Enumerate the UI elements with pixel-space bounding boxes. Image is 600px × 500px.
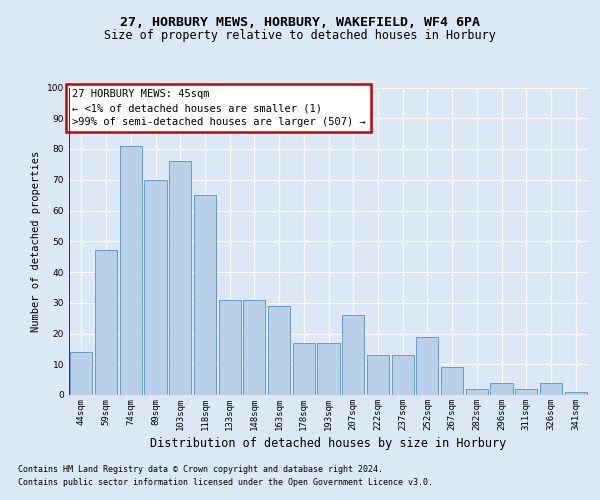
Bar [268, 306, 290, 395]
Text: 27, HORBURY MEWS, HORBURY, WAKEFIELD, WF4 6PA: 27, HORBURY MEWS, HORBURY, WAKEFIELD, WF… [120, 16, 480, 29]
Text: 27 HORBURY MEWS: 45sqm
← <1% of detached houses are smaller (1)
>99% of semi-det: 27 HORBURY MEWS: 45sqm ← <1% of detached… [71, 89, 365, 127]
Bar [70, 352, 92, 395]
Bar [466, 389, 488, 395]
Bar [119, 146, 142, 395]
Bar [243, 300, 265, 395]
Bar [565, 392, 587, 395]
Bar [416, 336, 439, 395]
Y-axis label: Number of detached properties: Number of detached properties [31, 150, 41, 332]
Bar [490, 382, 512, 395]
Bar [145, 180, 167, 395]
Bar [367, 355, 389, 395]
Bar [293, 342, 315, 395]
Bar [317, 342, 340, 395]
Bar [194, 195, 216, 395]
Bar [392, 355, 414, 395]
Text: Size of property relative to detached houses in Horbury: Size of property relative to detached ho… [104, 28, 496, 42]
Text: Contains HM Land Registry data © Crown copyright and database right 2024.: Contains HM Land Registry data © Crown c… [18, 466, 383, 474]
Bar [441, 368, 463, 395]
X-axis label: Distribution of detached houses by size in Horbury: Distribution of detached houses by size … [151, 437, 506, 450]
Bar [540, 382, 562, 395]
Text: Contains public sector information licensed under the Open Government Licence v3: Contains public sector information licen… [18, 478, 433, 487]
Bar [515, 389, 538, 395]
Bar [95, 250, 117, 395]
Bar [342, 315, 364, 395]
Bar [218, 300, 241, 395]
Bar [169, 162, 191, 395]
